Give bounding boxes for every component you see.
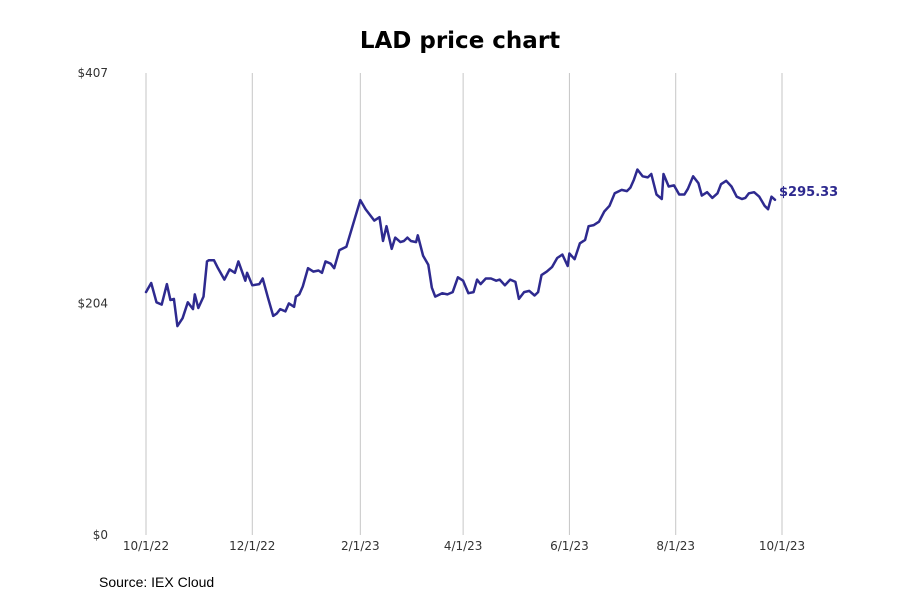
x-tick-label: 2/1/23 — [341, 539, 380, 553]
price-series-line — [144, 168, 777, 328]
y-tick-label: $204 — [77, 296, 108, 310]
x-tick-label: 8/1/23 — [656, 539, 695, 553]
source-note: Source: IEX Cloud — [99, 574, 215, 590]
vertical-gridlines — [145, 73, 783, 535]
x-axis-tick-labels: 10/1/22 12/1/22 2/1/23 4/1/23 6/1/23 8/1/23 10… — [123, 539, 805, 553]
x-tick-label: 6/1/23 — [550, 539, 589, 553]
y-axis-tick-labels: $0 $204 $407 — [77, 66, 108, 542]
x-tick-label: 10/1/23 — [759, 539, 805, 553]
chart-title: LAD price chart — [359, 28, 561, 54]
y-tick-label: $407 — [77, 66, 108, 80]
y-tick-label: $0 — [93, 528, 108, 542]
x-tick-label: 12/1/22 — [229, 539, 275, 553]
x-tick-label: 4/1/23 — [444, 539, 483, 553]
last-price-label: $295.33 — [779, 185, 838, 200]
x-tick-label: 10/1/22 — [123, 539, 169, 553]
